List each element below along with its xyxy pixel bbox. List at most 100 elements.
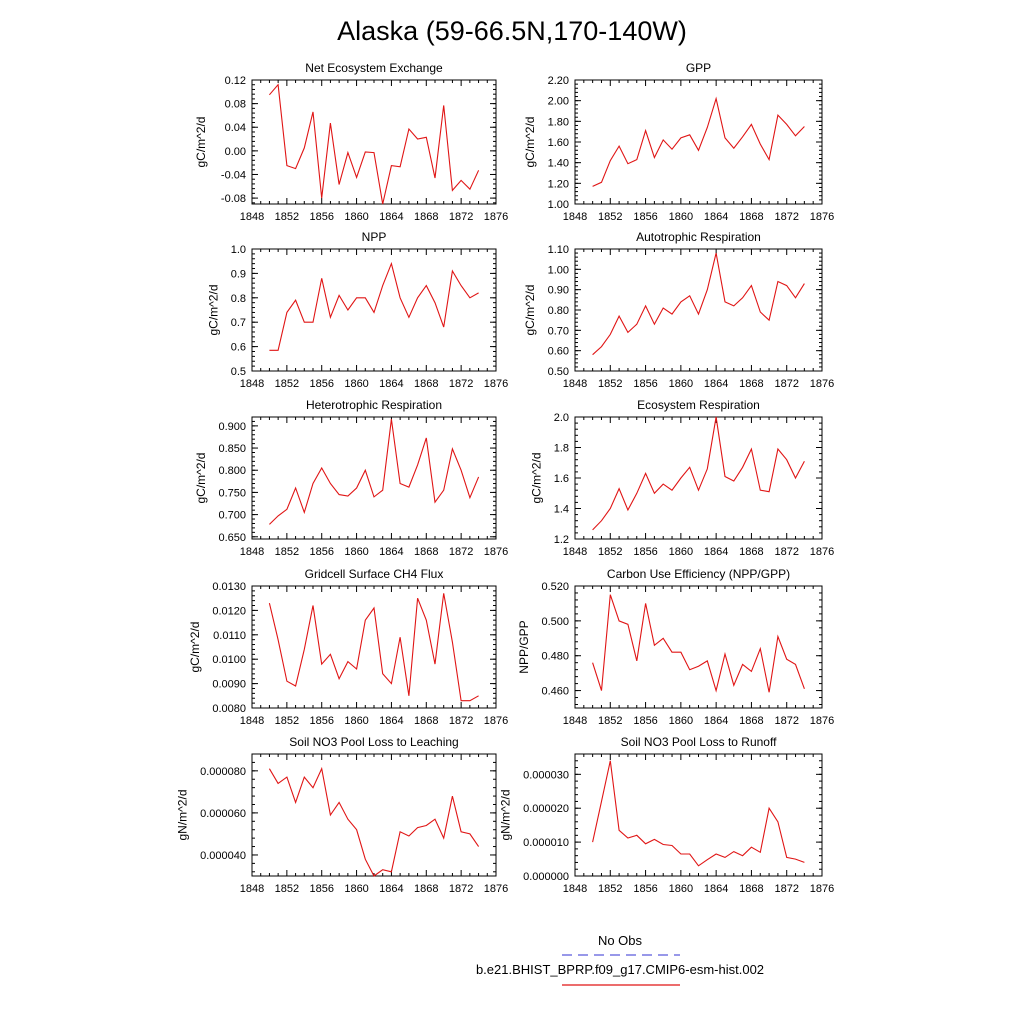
x-tick-label: 1864	[704, 883, 728, 895]
x-tick-label: 1852	[598, 715, 622, 727]
y-tick-label: 2.20	[548, 75, 569, 87]
x-tick-label: 1872	[449, 715, 473, 727]
x-tick-label: 1852	[598, 378, 622, 390]
y-tick-label: 0.6	[231, 342, 246, 354]
y-tick-label: 0.08	[225, 99, 246, 111]
y-tick-label: 0.04	[225, 122, 246, 134]
x-tick-label: 1868	[414, 546, 438, 558]
legend-label-obs: No Obs	[598, 933, 643, 948]
x-tick-label: 1860	[344, 211, 368, 223]
panel-title: Ecosystem Respiration	[637, 398, 760, 412]
panel-title: Autotrophic Respiration	[636, 230, 761, 244]
panel-title: Soil NO3 Pool Loss to Runoff	[621, 735, 778, 749]
y-tick-label: 0.000080	[200, 766, 246, 778]
x-tick-label: 1848	[563, 211, 587, 223]
panel-9: Soil NO3 Pool Loss to Runoff 1848 1852 1856…	[498, 735, 834, 895]
x-tick-label: 1852	[275, 715, 299, 727]
x-tick-label: 1852	[275, 211, 299, 223]
x-tick-label: 1876	[484, 715, 508, 727]
y-axis-label: gC/m^2/d	[194, 117, 208, 168]
y-axis-label: NPP/GPP	[517, 620, 531, 673]
y-tick-label: 1.20	[548, 178, 569, 190]
plot-frame	[251, 79, 497, 205]
x-tick-label: 1876	[810, 211, 834, 223]
x-tick-label: 1864	[379, 211, 403, 223]
y-tick-label: 0.0130	[212, 581, 246, 593]
x-tick-label: 1856	[633, 546, 657, 558]
panel-title: Gridcell Surface CH4 Flux	[305, 567, 444, 581]
x-tick-label: 1860	[344, 715, 368, 727]
y-tick-label: 0.0080	[212, 703, 246, 715]
x-tick-label: 1860	[669, 883, 693, 895]
x-tick-label: 1852	[275, 883, 299, 895]
x-tick-label: 1856	[633, 715, 657, 727]
y-tick-label: 0.460	[541, 686, 569, 698]
x-tick-label: 1852	[598, 211, 622, 223]
y-axis-label: gN/m^2/d	[498, 790, 512, 841]
y-tick-label: 0.900	[218, 421, 246, 433]
y-axis-label: gC/m^2/d	[188, 622, 202, 673]
y-tick-label: 1.00	[548, 264, 569, 276]
panel-6: Gridcell Surface CH4 Flux 1848 1852 1856 186…	[188, 567, 508, 727]
y-tick-label: 2.00	[548, 96, 569, 108]
chart-panels: Net Ecosystem Exchange 1848 1852 1856 1860 18…	[175, 61, 834, 895]
x-tick-label: 1848	[240, 546, 264, 558]
panel-3: Autotrophic Respiration 1848 1852 1856 1860 1…	[523, 230, 834, 390]
x-tick-label: 1876	[484, 883, 508, 895]
series-line	[268, 766, 480, 877]
series-line	[592, 416, 805, 531]
panel-title: Heterotrophic Respiration	[306, 398, 442, 412]
x-tick-label: 1864	[379, 883, 403, 895]
x-tick-label: 1848	[563, 715, 587, 727]
x-tick-label: 1848	[240, 883, 264, 895]
legend-label-model: b.e21.BHIST_BPRP.f09_g17.CMIP6-esm-hist.…	[476, 962, 764, 977]
x-tick-label: 1864	[379, 546, 403, 558]
x-tick-label: 1876	[484, 546, 508, 558]
x-tick-label: 1860	[344, 378, 368, 390]
y-axis-label: gC/m^2/d	[529, 453, 543, 504]
panel-title: Net Ecosystem Exchange	[305, 61, 443, 75]
y-tick-label: 0.12	[225, 75, 246, 87]
y-tick-label: 0.0120	[212, 605, 246, 617]
x-tick-label: 1868	[739, 546, 763, 558]
legend: No Obs b.e21.BHIST_BPRP.f09_g17.CMIP6-es…	[476, 933, 764, 986]
x-tick-label: 1848	[240, 715, 264, 727]
x-tick-label: 1864	[704, 211, 728, 223]
x-tick-label: 1852	[598, 546, 622, 558]
plot-frame	[251, 416, 497, 540]
x-tick-label: 1856	[633, 378, 657, 390]
y-tick-label: 0.000030	[523, 769, 569, 781]
figure-title: Alaska (59-66.5N,170-140W)	[337, 16, 687, 46]
y-tick-label: 1.6	[554, 473, 569, 485]
y-axis-label: gN/m^2/d	[175, 790, 189, 841]
y-tick-label: 0.80	[548, 305, 569, 317]
plot-frame	[574, 585, 823, 709]
x-tick-label: 1852	[275, 378, 299, 390]
y-tick-label: 1.80	[548, 116, 569, 128]
y-tick-label: 0.520	[541, 581, 569, 593]
y-tick-label: 2.0	[554, 412, 569, 424]
panel-8: Soil NO3 Pool Loss to Leaching 1848 1852 18…	[175, 735, 508, 895]
y-tick-label: 0.5	[231, 366, 246, 378]
x-tick-label: 1876	[810, 883, 834, 895]
x-tick-label: 1872	[449, 546, 473, 558]
y-tick-label: 0.0110	[213, 630, 246, 642]
y-tick-label: 0.8	[231, 293, 246, 305]
y-tick-label: 0.000060	[200, 808, 246, 820]
x-tick-label: 1868	[414, 715, 438, 727]
panel-5: Ecosystem Respiration 1848 1852 1856 1860 186…	[529, 398, 834, 558]
x-tick-label: 1868	[414, 883, 438, 895]
x-tick-label: 1848	[563, 883, 587, 895]
x-tick-label: 1868	[414, 378, 438, 390]
y-tick-label: 0.0090	[212, 679, 246, 691]
y-tick-label: 1.2	[554, 534, 569, 546]
series-line	[268, 593, 479, 702]
x-tick-label: 1848	[563, 546, 587, 558]
y-tick-label: 0.50	[548, 366, 569, 378]
x-tick-label: 1856	[633, 883, 657, 895]
panel-title: Soil NO3 Pool Loss to Leaching	[289, 735, 458, 749]
x-tick-label: 1868	[739, 715, 763, 727]
x-tick-label: 1872	[449, 211, 473, 223]
y-tick-label: 1.60	[548, 137, 569, 149]
